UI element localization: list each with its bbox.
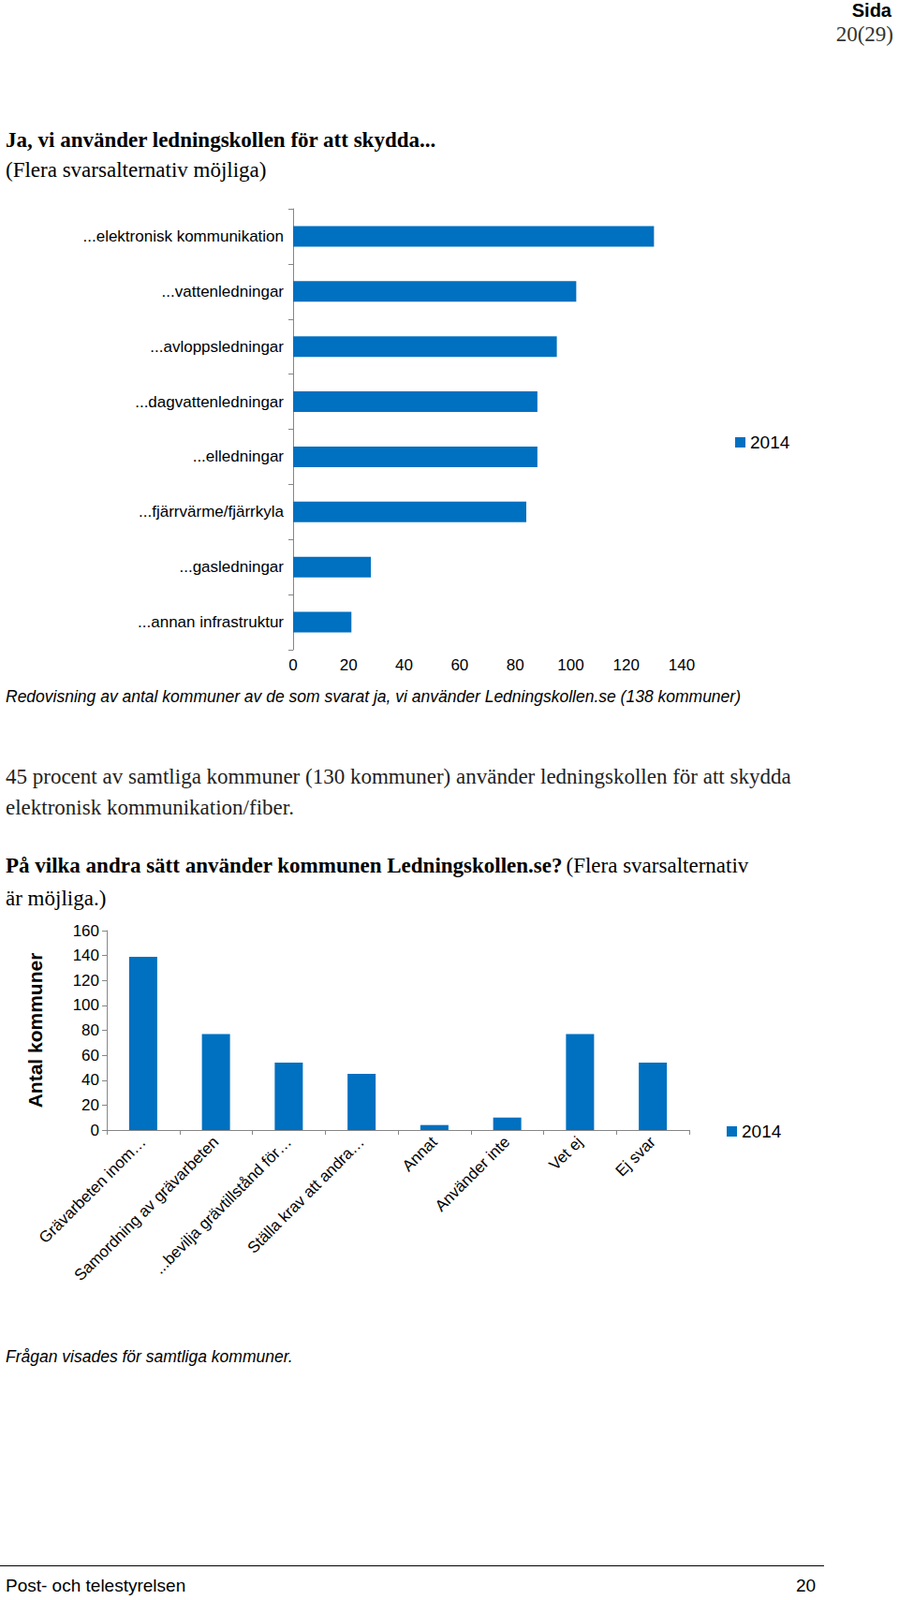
svg-text:...bevilja grävtillstånd för…: ...bevilja grävtillstånd för…	[150, 1133, 295, 1278]
html-text:20: 20	[795, 1576, 816, 1596]
html-text:Ja, vi använder ledningskollen: Ja, vi använder ledningskollen för att s…	[5, 128, 436, 152]
svg-text:...annan infrastruktur: ...annan infrastruktur	[137, 613, 284, 632]
svg-text:0: 0	[288, 656, 297, 675]
html-text:Post- och telestyrelsen: Post- och telestyrelsen	[5, 1576, 186, 1596]
html-text:Frågan visades för samtliga ko: Frågan visades för samtliga kommuner.	[5, 1347, 293, 1367]
svg-text:0: 0	[90, 1121, 100, 1140]
svg-text:60: 60	[81, 1046, 100, 1065]
svg-text:Använder inte: Använder inte	[431, 1133, 515, 1216]
html-text:Redovisning av antal kommuner: Redovisning av antal kommuner av de som …	[5, 687, 741, 707]
html-text:På vilka andra sätt använder k: På vilka andra sätt använder kommunen Le…	[5, 854, 749, 911]
svg-text:...elledningar: ...elledningar	[192, 447, 285, 466]
svg-text:...gasledningar: ...gasledningar	[178, 558, 284, 576]
svg-text:Antal kommuner: Antal kommuner	[24, 953, 46, 1109]
svg-text:80: 80	[506, 656, 525, 675]
svg-text:100: 100	[557, 656, 584, 675]
svg-text:120: 120	[73, 972, 100, 990]
svg-text:Ej svar: Ej svar	[612, 1133, 660, 1180]
svg-text:40: 40	[395, 656, 413, 675]
svg-text:100: 100	[73, 996, 100, 1015]
svg-text:2014: 2014	[741, 1121, 782, 1142]
html-text:45 procent av samtliga kommune: 45 procent av samtliga kommuner (130 kom…	[5, 765, 792, 820]
svg-text:Ställa krav att andra…: Ställa krav att andra…	[244, 1133, 369, 1257]
svg-text:...avloppsledningar: ...avloppsledningar	[149, 338, 284, 356]
html-text:(Flera svarsalternativ möjliga: (Flera svarsalternativ möjliga)	[5, 158, 267, 182]
svg-text:80: 80	[81, 1021, 100, 1040]
svg-text:60: 60	[450, 656, 469, 675]
svg-text:...dagvattenledningar: ...dagvattenledningar	[134, 393, 284, 412]
svg-text:140: 140	[73, 946, 100, 965]
svg-text:20: 20	[81, 1096, 100, 1115]
svg-text:160: 160	[73, 922, 100, 941]
svg-text:120: 120	[613, 656, 640, 675]
svg-text:2014: 2014	[750, 432, 791, 453]
svg-text:...elektronisk kommunikation: ...elektronisk kommunikation	[83, 227, 284, 246]
svg-text:140: 140	[668, 656, 695, 675]
svg-text:40: 40	[81, 1071, 100, 1090]
svg-text:Vet ej: Vet ej	[545, 1133, 587, 1174]
html-text:20(29): 20(29)	[835, 22, 894, 46]
svg-text:Grävarbeten inom…: Grävarbeten inom…	[35, 1133, 150, 1248]
html-text:Sida: Sida	[851, 0, 892, 21]
svg-text:20: 20	[339, 656, 358, 675]
svg-text:...vattenledningar: ...vattenledningar	[162, 282, 285, 301]
svg-text:...fjärrvärme/fjärrkyla: ...fjärrvärme/fjärrkyla	[138, 502, 284, 521]
svg-text:Samordning av grävarbeten: Samordning av grävarbeten	[71, 1133, 223, 1285]
svg-text:Annat: Annat	[398, 1133, 442, 1176]
